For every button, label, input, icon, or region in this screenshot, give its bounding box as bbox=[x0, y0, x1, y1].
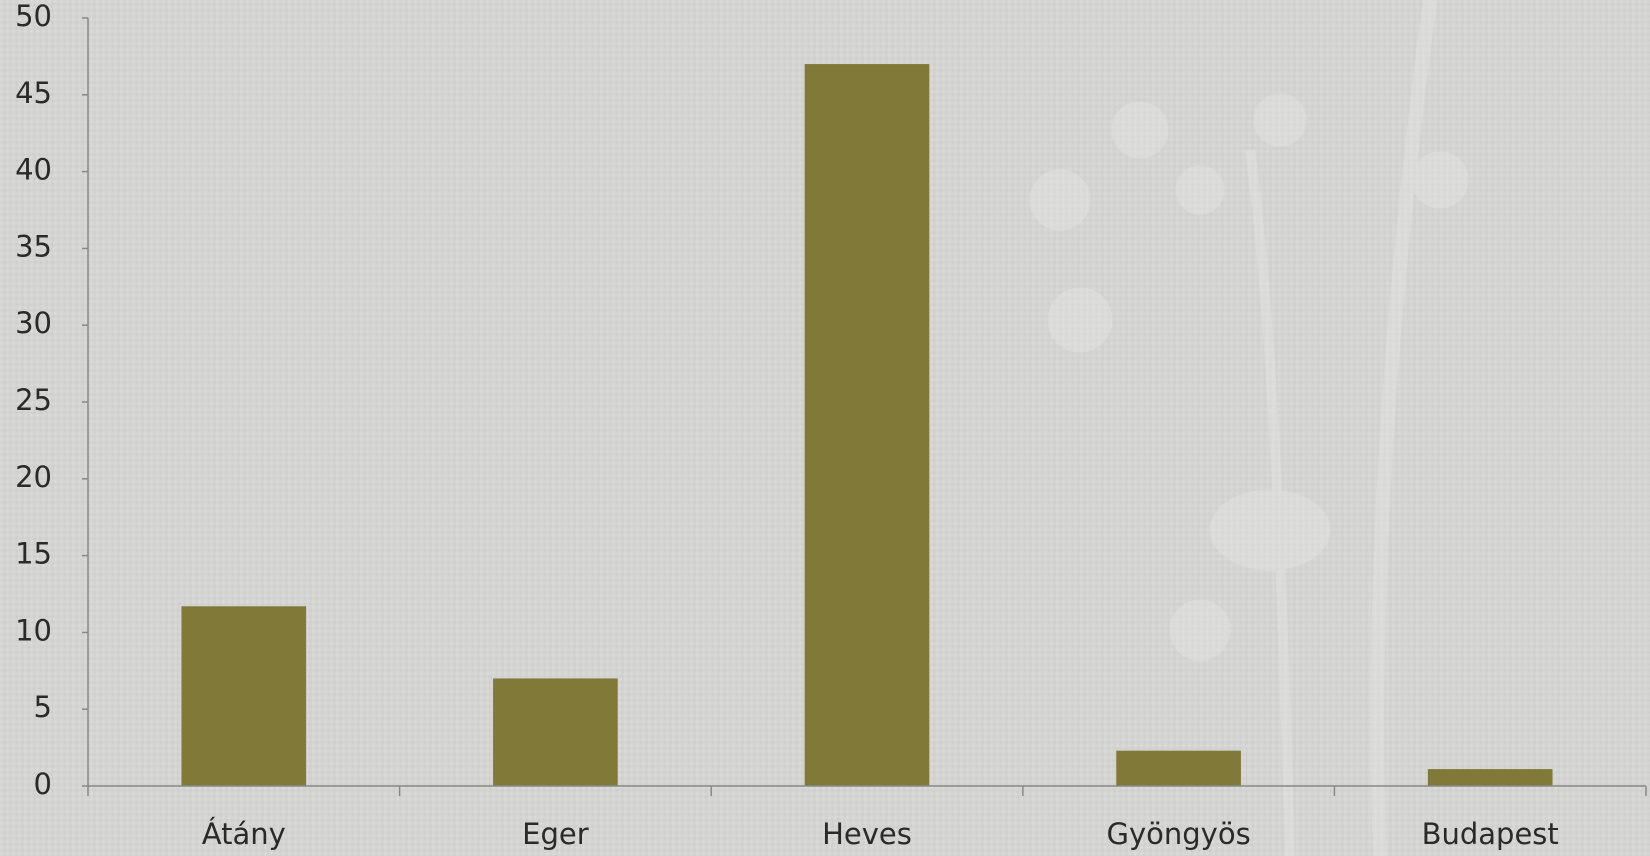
y-tick-label: 40 bbox=[15, 153, 52, 187]
y-tick-label: 35 bbox=[15, 229, 52, 263]
y-tick-label: 50 bbox=[15, 0, 52, 33]
bar bbox=[181, 606, 307, 786]
x-tick-label: Átány bbox=[202, 817, 286, 851]
decoration bbox=[1029, 0, 1469, 856]
bar bbox=[493, 678, 618, 786]
x-tick-label: Heves bbox=[822, 817, 912, 851]
y-tick-label: 10 bbox=[15, 613, 52, 647]
y-tick-label: 30 bbox=[15, 306, 52, 340]
y-tick-label: 0 bbox=[34, 767, 52, 801]
bar bbox=[1427, 769, 1553, 786]
x-tick-label: Budapest bbox=[1422, 817, 1559, 851]
y-tick-label: 20 bbox=[15, 460, 52, 494]
x-tick-label: Eger bbox=[522, 817, 589, 851]
y-tick-label: 25 bbox=[15, 383, 52, 417]
y-tick-label: 5 bbox=[34, 690, 52, 724]
x-tick-label: Gyöngyös bbox=[1107, 817, 1251, 851]
bar bbox=[804, 64, 930, 786]
bar bbox=[1116, 750, 1241, 786]
y-tick-label: 15 bbox=[15, 537, 52, 571]
y-tick-label: 45 bbox=[15, 76, 52, 110]
